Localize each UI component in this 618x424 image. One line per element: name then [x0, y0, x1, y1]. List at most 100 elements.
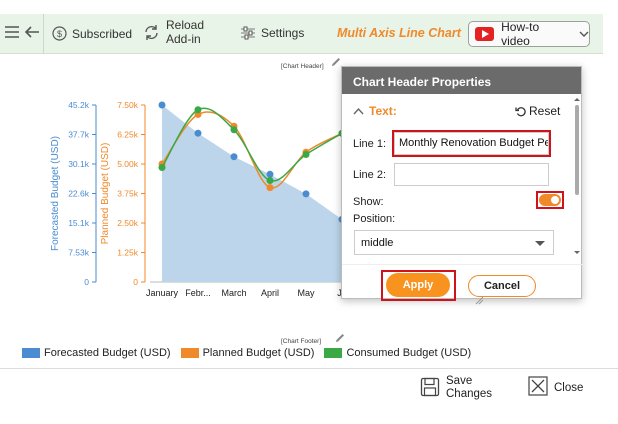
addin-label: Add-in: [166, 32, 201, 46]
chart-legend: Forecasted Budget (USD) Planned Budget (…: [22, 347, 481, 359]
outer-y-tick-label: 37.7k: [68, 130, 90, 140]
settings-button[interactable]: Settings: [240, 26, 304, 40]
subscribed-label: Subscribed: [72, 26, 133, 41]
brand-title: Multi Axis Line Chart: [337, 26, 461, 40]
settings-label: Settings: [261, 26, 305, 40]
panel-title: Chart Header Properties: [342, 67, 581, 94]
caret-down-icon: [535, 241, 545, 246]
outer-y-tick-label: 0: [84, 277, 89, 287]
edit-footer-pencil-icon[interactable]: [335, 333, 345, 343]
reload-label: Reload: [166, 18, 205, 32]
menu-icon[interactable]: [4, 25, 20, 39]
legend-swatch-consumed: [324, 348, 343, 358]
forecasted-point: [158, 101, 166, 109]
reset-button[interactable]: Reset: [515, 104, 560, 118]
save-changes-button[interactable]: Save Changes: [420, 375, 492, 401]
inner-y-axis-label: Planned Budget (USD): [100, 143, 111, 245]
panel-body: Text: Reset Line 1: Monthly Renovation B…: [342, 94, 571, 256]
position-select[interactable]: middle: [354, 230, 554, 255]
subscribed-button[interactable]: $ Subscribed: [52, 26, 132, 41]
legend-swatch-forecasted: [22, 348, 40, 358]
line2-input[interactable]: [394, 163, 549, 186]
show-toggle[interactable]: [539, 194, 561, 206]
text-section-label: Text:: [369, 104, 397, 118]
forecasted-point: [266, 170, 274, 178]
howto-label: How-to video: [501, 20, 540, 48]
chevron-down-icon: [579, 27, 589, 41]
line1-label: Line 1:: [353, 138, 387, 150]
forecasted-area: [162, 105, 342, 282]
planned-point: [266, 184, 274, 192]
chart-footer-tag[interactable]: [Chart Footer]: [281, 338, 322, 345]
inner-y-tick-label: 0: [133, 277, 138, 287]
reload-addin-button[interactable]: Reload Add-in: [143, 18, 204, 46]
consumed-point: [158, 164, 166, 172]
line2-label: Line 2:: [353, 169, 387, 181]
inner-y-tick-label: 3.75k: [117, 189, 139, 199]
back-arrow-icon[interactable]: [24, 25, 40, 39]
svg-text:$: $: [57, 29, 62, 39]
close-icon: [528, 376, 548, 399]
outer-y-tick-label: 22.6k: [68, 189, 90, 199]
howto-video-button[interactable]: How-to video: [468, 20, 590, 48]
consumed-point: [266, 177, 274, 185]
inner-y-tick-label: 6.25k: [117, 130, 139, 140]
outer-y-tick-label: 45.2k: [68, 100, 90, 110]
close-label: Close: [554, 381, 584, 394]
consumed-point: [302, 151, 310, 159]
panel-scrollbar[interactable]: [572, 95, 582, 257]
consumed-point: [230, 126, 238, 134]
edit-header-pencil-icon[interactable]: [331, 57, 341, 67]
inner-y-tick-label: 5.00k: [117, 159, 139, 169]
reset-label: Reset: [529, 104, 561, 118]
inner-y-tick-label: 7.50k: [117, 100, 139, 110]
legend-item-planned[interactable]: Planned Budget (USD): [180, 347, 315, 359]
show-toggle-highlight: [536, 191, 564, 209]
cancel-button[interactable]: Cancel: [468, 275, 536, 297]
chart-header-properties-panel: Chart Header Properties Text: Reset Line…: [341, 66, 583, 305]
chart-canvas: 45.2k 37.7k 30.1k 22.6k 15.1k 7.53k 0 Forecaste…: [50, 100, 345, 298]
position-label: Position:: [353, 213, 396, 225]
outer-y-axis-label: Forecasted Budget (USD): [50, 136, 61, 251]
toolbar: $ Subscribed Reload Add-in Settings Mult…: [0, 14, 603, 54]
apply-button[interactable]: Apply: [386, 273, 450, 297]
save-label: Save: [446, 375, 473, 387]
chart-header-tag[interactable]: [Chart Header]: [281, 63, 324, 70]
outer-y-tick-label: 30.1k: [68, 159, 90, 169]
consumed-point: [194, 106, 202, 114]
x-tick-label: January: [146, 288, 179, 298]
sliders-icon: [240, 26, 256, 40]
chevron-up-icon: [353, 107, 364, 115]
x-tick-label: April: [261, 288, 279, 298]
resize-grip-icon[interactable]: [475, 296, 484, 305]
toolbar-divider: [43, 14, 44, 54]
changes-label: Changes: [446, 388, 493, 400]
legend-swatch-planned: [180, 348, 199, 358]
save-icon: [420, 377, 440, 400]
close-button[interactable]: Close: [528, 376, 583, 399]
text-section-toggle[interactable]: Text:: [353, 104, 397, 118]
forecasted-point: [230, 153, 238, 161]
inner-y-tick-label: 1.25k: [117, 248, 139, 258]
legend-label: Consumed Budget (USD): [346, 347, 472, 359]
position-value: middle: [361, 237, 394, 249]
line1-input[interactable]: Monthly Renovation Budget Pe: [392, 130, 551, 157]
show-label: Show:: [353, 196, 384, 208]
legend-label: Forecasted Budget (USD): [44, 347, 171, 359]
outer-y-tick-label: 15.1k: [68, 218, 90, 228]
outer-y-tick-label: 7.53k: [68, 248, 90, 258]
legend-item-forecasted[interactable]: Forecasted Budget (USD): [22, 347, 171, 359]
legend-item-consumed[interactable]: Consumed Budget (USD): [324, 347, 471, 359]
forecasted-point: [302, 190, 310, 198]
reload-icon: [143, 24, 160, 41]
x-tick-label: May: [297, 288, 315, 298]
footer-divider: [0, 368, 618, 369]
inner-y-tick-label: 2.50k: [117, 218, 139, 228]
youtube-icon: [475, 27, 495, 41]
forecasted-point: [194, 129, 202, 137]
x-tick-label: March: [221, 288, 246, 298]
apply-highlight: [381, 270, 456, 301]
legend-label: Planned Budget (USD): [202, 347, 315, 359]
dollar-circle-icon: $: [52, 26, 67, 41]
